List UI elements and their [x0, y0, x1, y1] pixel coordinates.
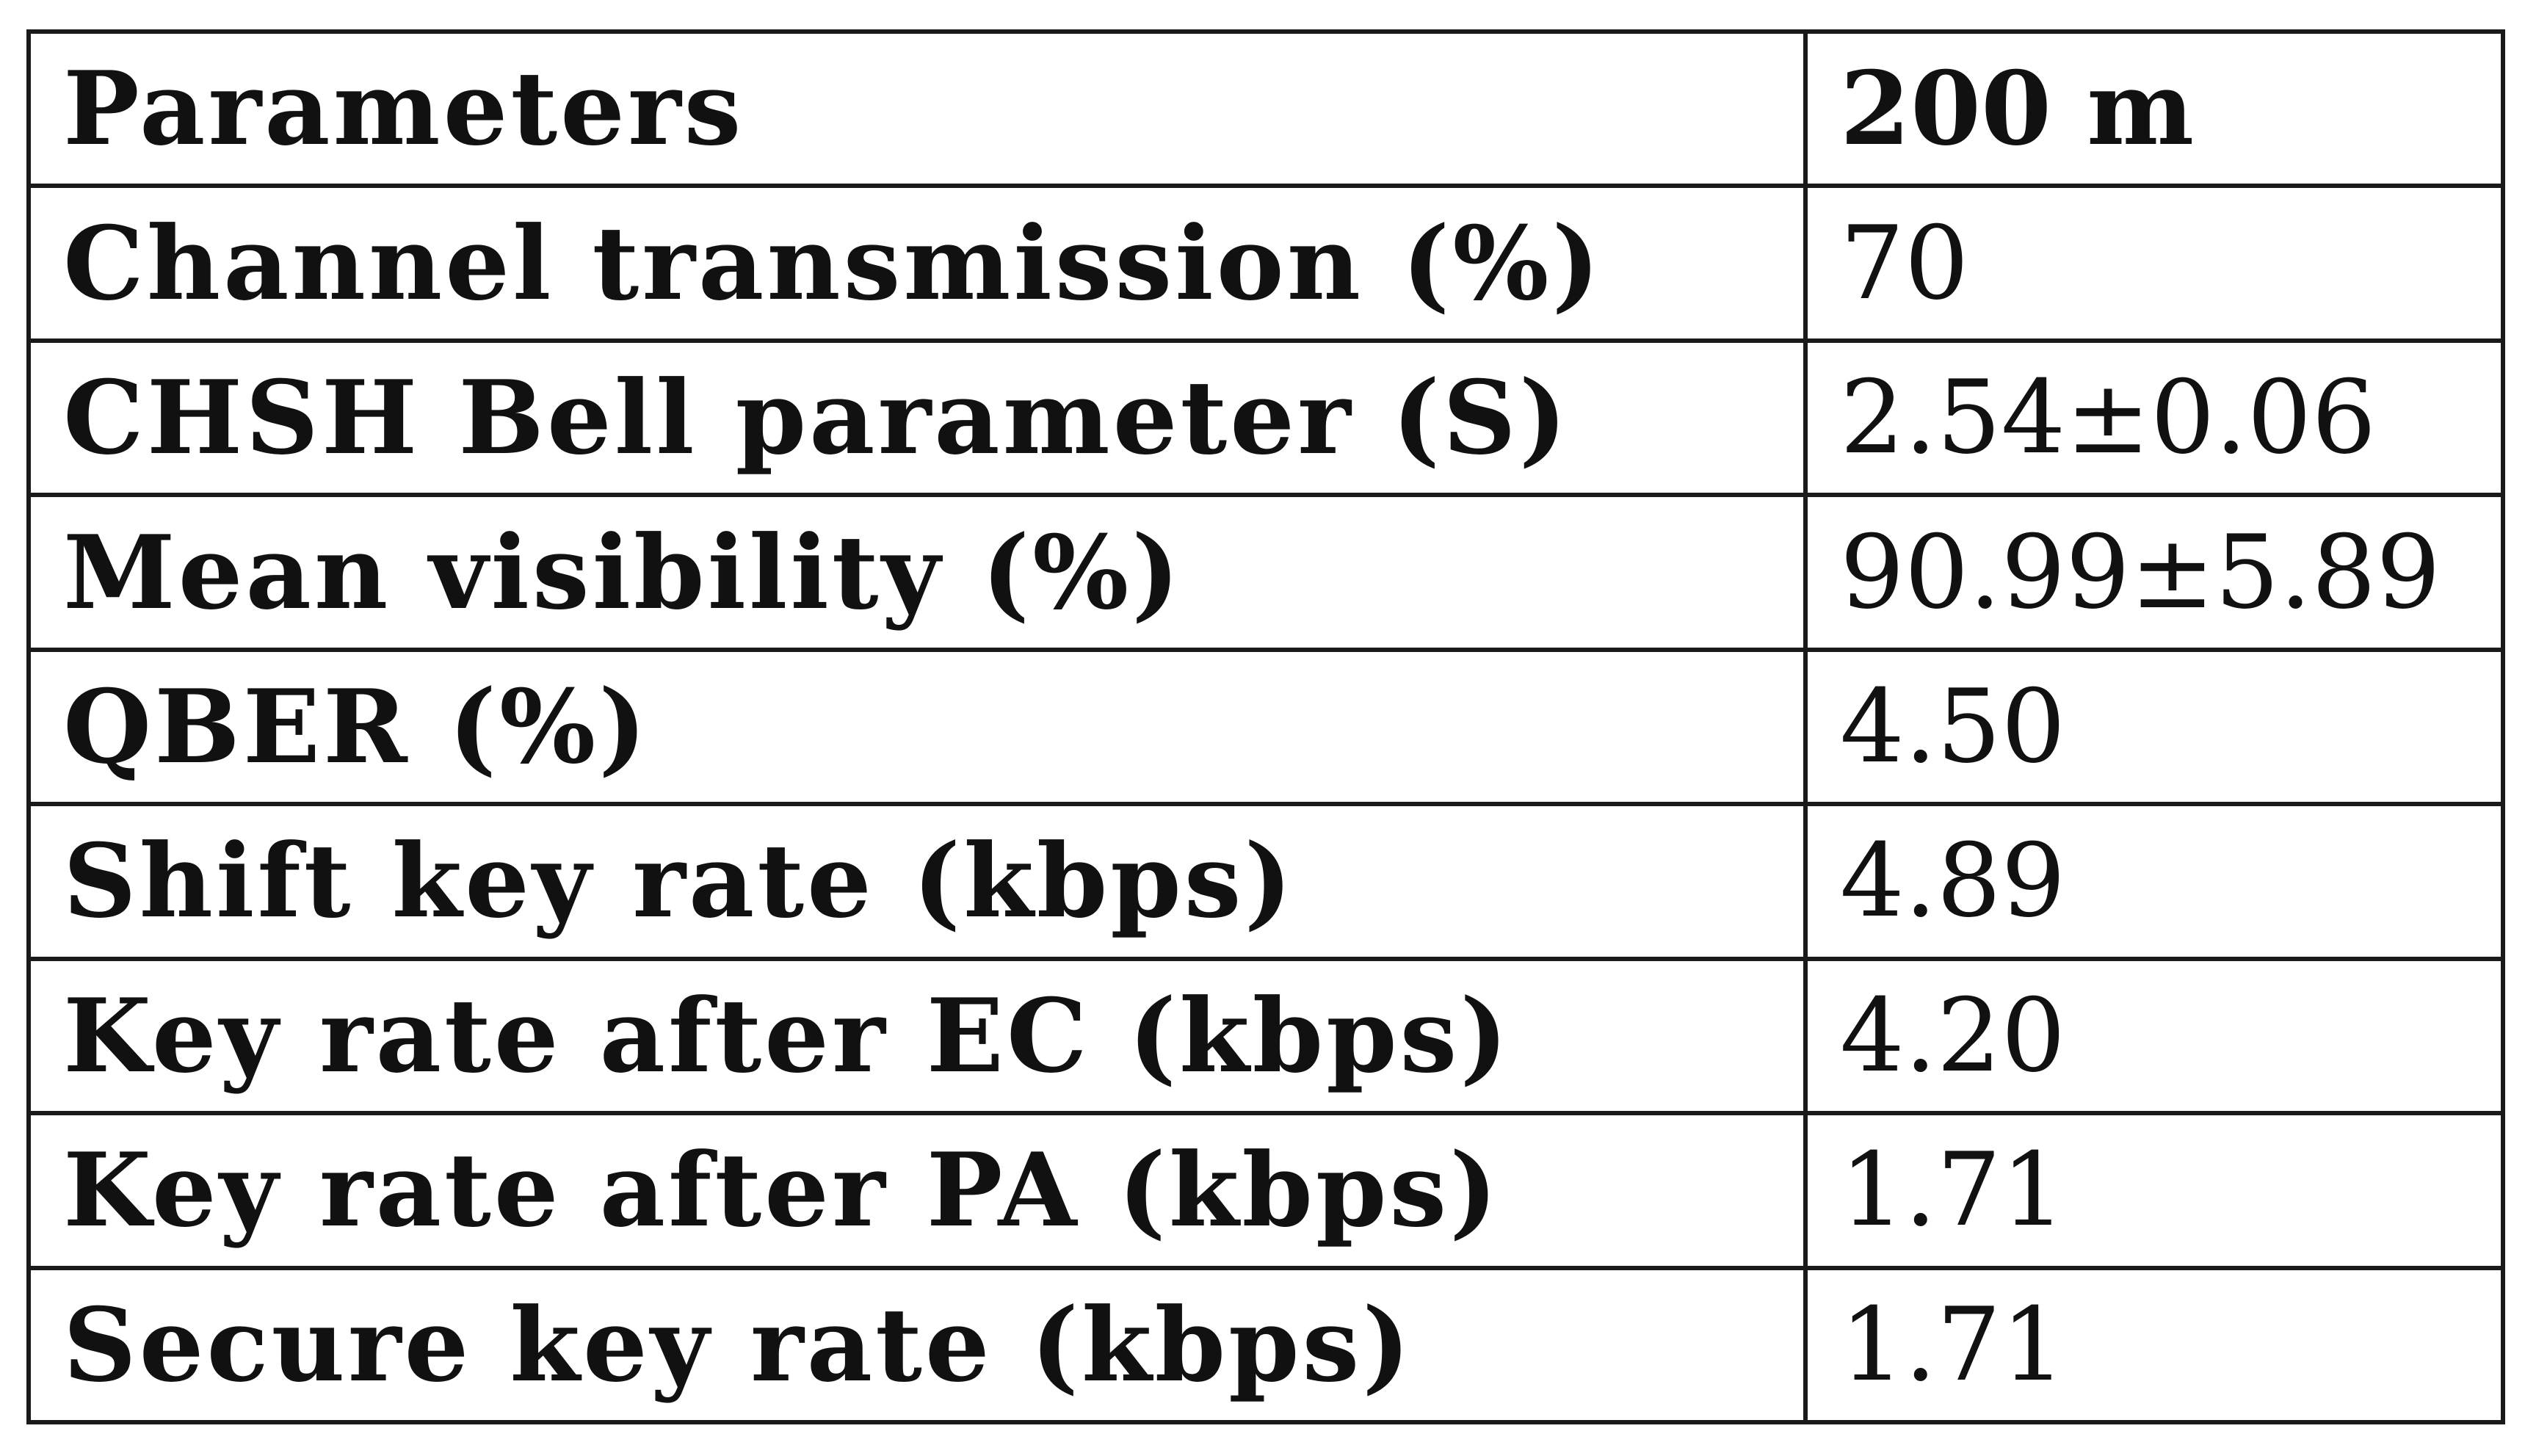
row-value-mean-visibility: 90.99±5.89 — [1803, 493, 2505, 652]
parameters-table: Parameters 200 m Channel transmission (%… — [26, 29, 2505, 1424]
table-row: Key rate after EC (kbps) 4.20 — [26, 956, 2505, 1116]
row-value-shift-key-rate: 4.89 — [1803, 802, 2505, 961]
row-label-shift-key-rate: Shift key rate (kbps) — [26, 802, 1808, 961]
table-row: Channel transmission (%) 70 — [26, 184, 2505, 343]
row-value-channel-transmission: 70 — [1803, 184, 2505, 343]
row-value-secure-key-rate: 1.71 — [1803, 1265, 2505, 1424]
row-label-qber: QBER (%) — [26, 647, 1808, 807]
table-row: CHSH Bell parameter (S) 2.54±0.06 — [26, 338, 2505, 498]
row-label-chsh-bell-parameter: CHSH Bell parameter (S) — [26, 338, 1808, 498]
table-row: Key rate after PA (kbps) 1.71 — [26, 1111, 2505, 1270]
table-row: Secure key rate (kbps) 1.71 — [26, 1265, 2505, 1424]
table-header-row: Parameters 200 m — [26, 29, 2505, 189]
row-label-key-rate-after-ec: Key rate after EC (kbps) — [26, 956, 1808, 1116]
row-value-key-rate-after-pa: 1.71 — [1803, 1111, 2505, 1270]
row-value-chsh-bell-parameter: 2.54±0.06 — [1803, 338, 2505, 498]
header-parameters: Parameters — [26, 29, 1808, 189]
table-row: Mean visibility (%) 90.99±5.89 — [26, 493, 2505, 652]
row-label-mean-visibility: Mean visibility (%) — [26, 493, 1808, 652]
table-row: QBER (%) 4.50 — [26, 647, 2505, 807]
row-value-qber: 4.50 — [1803, 647, 2505, 807]
row-label-secure-key-rate: Secure key rate (kbps) — [26, 1265, 1808, 1424]
row-value-key-rate-after-ec: 4.20 — [1803, 956, 2505, 1116]
row-label-channel-transmission: Channel transmission (%) — [26, 184, 1808, 343]
header-distance: 200 m — [1803, 29, 2505, 189]
row-label-key-rate-after-pa: Key rate after PA (kbps) — [26, 1111, 1808, 1270]
table-row: Shift key rate (kbps) 4.89 — [26, 802, 2505, 961]
